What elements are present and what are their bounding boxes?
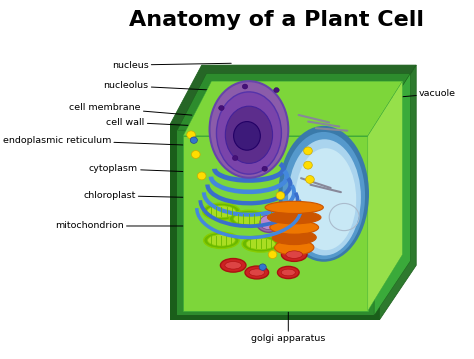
Polygon shape xyxy=(177,130,374,316)
Ellipse shape xyxy=(210,81,288,178)
Circle shape xyxy=(191,150,200,158)
Ellipse shape xyxy=(267,211,321,224)
Ellipse shape xyxy=(217,92,282,174)
Circle shape xyxy=(190,137,197,143)
Ellipse shape xyxy=(265,201,323,214)
Ellipse shape xyxy=(295,148,356,250)
Polygon shape xyxy=(177,74,410,130)
Ellipse shape xyxy=(286,251,302,258)
Ellipse shape xyxy=(225,262,242,269)
Ellipse shape xyxy=(288,139,361,256)
Text: endoplasmic reticulum: endoplasmic reticulum xyxy=(3,136,198,145)
Ellipse shape xyxy=(229,210,269,227)
Polygon shape xyxy=(183,81,402,136)
Polygon shape xyxy=(368,81,402,311)
Ellipse shape xyxy=(234,213,264,225)
Text: cell membrane: cell membrane xyxy=(69,103,192,115)
Ellipse shape xyxy=(203,203,240,220)
Ellipse shape xyxy=(263,209,298,225)
Ellipse shape xyxy=(207,206,236,218)
Ellipse shape xyxy=(256,213,281,232)
Polygon shape xyxy=(170,124,380,320)
Ellipse shape xyxy=(242,236,280,252)
Ellipse shape xyxy=(225,106,273,163)
Circle shape xyxy=(219,106,224,111)
Circle shape xyxy=(232,155,238,160)
Ellipse shape xyxy=(283,132,365,259)
Ellipse shape xyxy=(245,266,269,279)
Circle shape xyxy=(187,131,195,139)
Ellipse shape xyxy=(249,269,264,276)
Circle shape xyxy=(197,172,206,180)
Polygon shape xyxy=(170,65,416,124)
Text: mitochondrion: mitochondrion xyxy=(55,222,233,230)
Text: cell wall: cell wall xyxy=(106,118,198,127)
Ellipse shape xyxy=(234,122,260,150)
Circle shape xyxy=(268,251,277,258)
Ellipse shape xyxy=(272,230,316,244)
Ellipse shape xyxy=(266,211,294,223)
Text: nucleolus: nucleolus xyxy=(103,81,228,91)
Polygon shape xyxy=(183,136,368,311)
Ellipse shape xyxy=(274,240,314,255)
Text: nucleus: nucleus xyxy=(112,61,231,70)
Text: chloroplast: chloroplast xyxy=(83,191,219,200)
Circle shape xyxy=(274,88,279,93)
Circle shape xyxy=(276,192,285,200)
Circle shape xyxy=(259,264,266,270)
Polygon shape xyxy=(374,74,410,316)
Ellipse shape xyxy=(208,234,235,246)
Circle shape xyxy=(242,84,248,89)
Ellipse shape xyxy=(220,258,246,272)
Ellipse shape xyxy=(204,232,239,248)
Ellipse shape xyxy=(270,221,319,234)
Text: cytoplasm: cytoplasm xyxy=(89,164,204,173)
Circle shape xyxy=(304,161,312,169)
Circle shape xyxy=(306,176,314,183)
Ellipse shape xyxy=(277,266,299,279)
Text: Anatomy of a Plant Cell: Anatomy of a Plant Cell xyxy=(129,10,424,30)
Text: vacuole: vacuole xyxy=(355,89,456,101)
Polygon shape xyxy=(380,65,416,320)
Ellipse shape xyxy=(282,248,307,261)
Ellipse shape xyxy=(260,215,277,229)
Ellipse shape xyxy=(281,269,295,276)
Ellipse shape xyxy=(278,126,369,262)
Circle shape xyxy=(304,147,312,155)
Text: golgi apparatus: golgi apparatus xyxy=(251,244,326,343)
Circle shape xyxy=(262,166,267,171)
Ellipse shape xyxy=(246,238,275,250)
